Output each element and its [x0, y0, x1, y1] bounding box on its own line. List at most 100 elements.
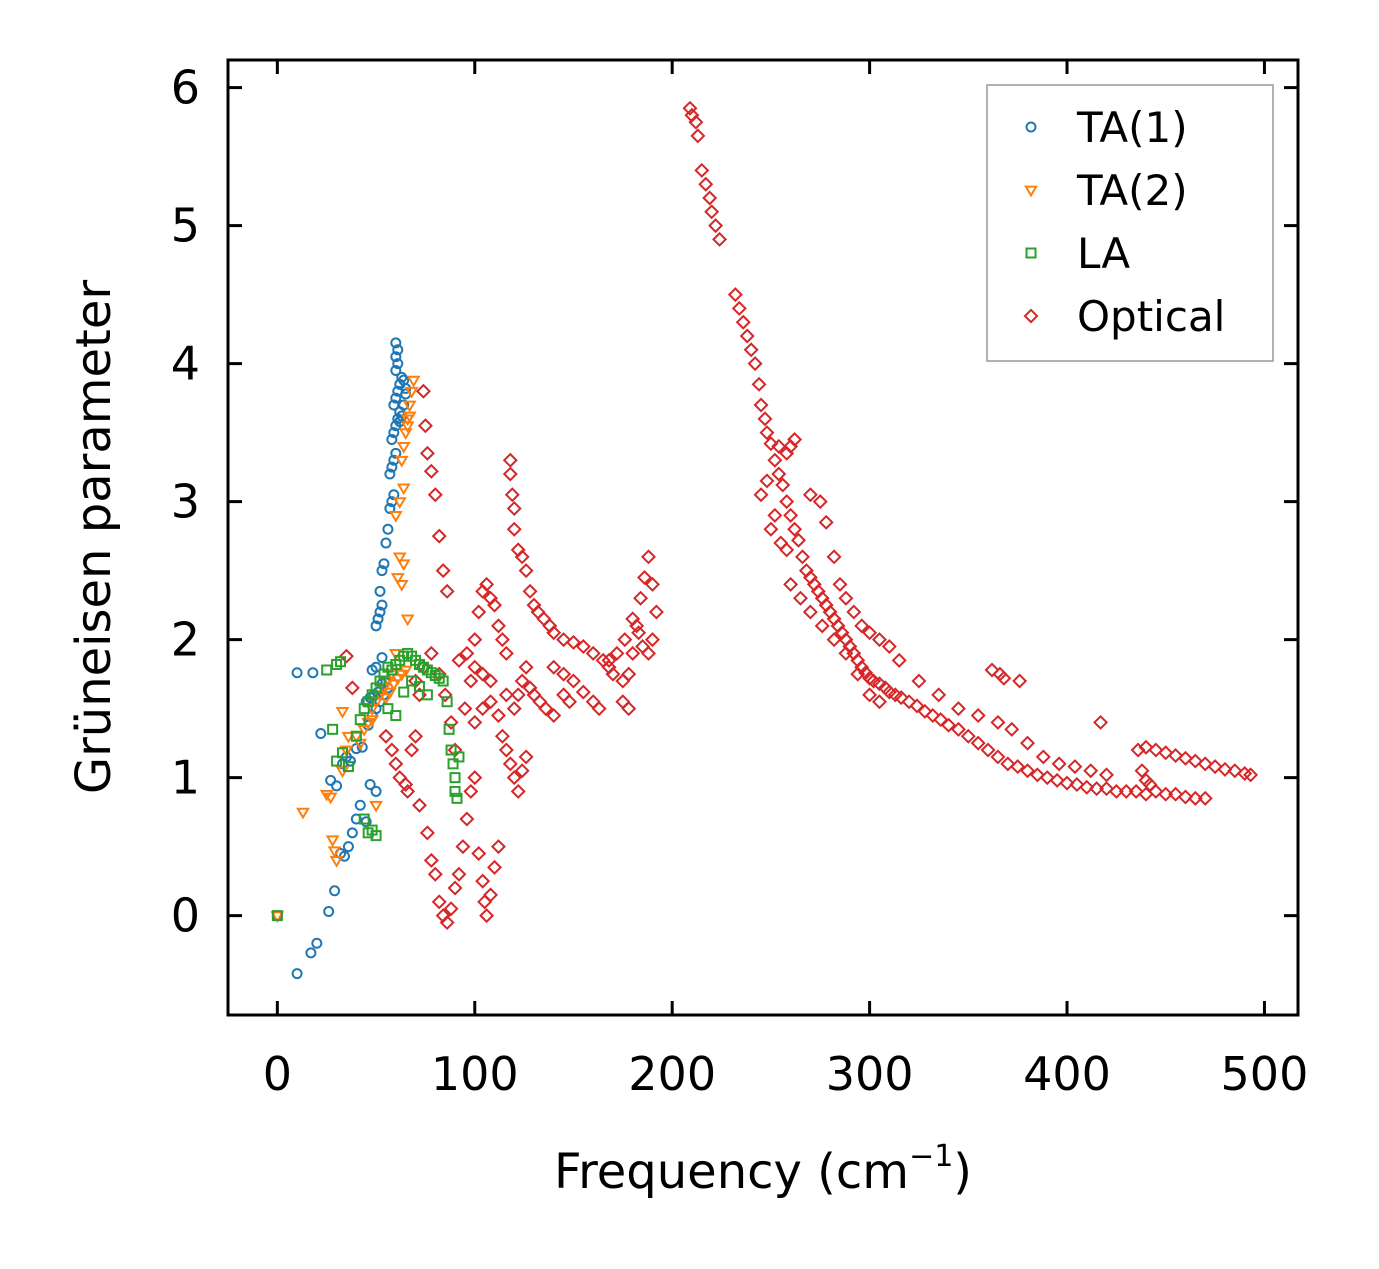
- data-point: [494, 728, 510, 744]
- data-point: [787, 521, 803, 537]
- data-point: [386, 461, 398, 473]
- data-point: [743, 342, 759, 358]
- data-point: [1089, 781, 1105, 797]
- data-point: [514, 549, 530, 565]
- data-point: [490, 708, 506, 724]
- data-point: [457, 701, 473, 717]
- data-point: [615, 673, 631, 689]
- data-point: [767, 452, 783, 468]
- data-point: [1177, 789, 1193, 805]
- data-point: [753, 487, 769, 503]
- data-point: [323, 792, 338, 805]
- data-point: [609, 645, 625, 661]
- data-point: [826, 632, 842, 648]
- data-point: [625, 611, 641, 627]
- data-point: [1035, 749, 1051, 765]
- data-point: [682, 100, 698, 116]
- data-point: [960, 728, 976, 744]
- data-point: [735, 314, 751, 330]
- data-point: [356, 741, 368, 753]
- data-point: [378, 728, 394, 744]
- data-point: [487, 859, 503, 875]
- data-point: [471, 604, 487, 620]
- data-point: [455, 839, 471, 855]
- data-point: [392, 344, 404, 356]
- legend: TA(1) TA(2) LA Optical: [986, 84, 1274, 362]
- data-point: [802, 487, 818, 503]
- data-point: [372, 613, 384, 625]
- data-point: [637, 570, 653, 586]
- data-point: [447, 880, 463, 896]
- data-point: [305, 947, 317, 959]
- data-point: [727, 287, 743, 303]
- legend-label: LA: [1077, 229, 1130, 278]
- data-point: [396, 442, 411, 454]
- data-point: [331, 755, 343, 767]
- data-point: [350, 813, 362, 825]
- data-point: [329, 856, 344, 868]
- data-point: [390, 573, 405, 585]
- data-point: [690, 128, 706, 144]
- data-point: [400, 783, 416, 799]
- data-point: [439, 915, 455, 931]
- data-point: [850, 666, 866, 682]
- data-point: [838, 590, 854, 606]
- x-axis-label: Frequency (cm−1): [554, 1139, 972, 1200]
- data-point: [556, 632, 572, 648]
- legend-item: TA(2): [1024, 166, 1188, 215]
- data-point: [271, 910, 283, 922]
- data-point: [1138, 739, 1154, 755]
- data-point: [382, 523, 394, 535]
- data-point: [323, 905, 335, 917]
- data-point: [862, 625, 878, 641]
- data-point: [1158, 786, 1174, 802]
- data-point: [325, 774, 337, 786]
- data-point: [398, 777, 414, 793]
- data-markers: [270, 100, 1259, 980]
- data-point: [335, 656, 347, 668]
- data-point: [443, 901, 459, 917]
- data-point: [617, 632, 633, 648]
- data-point: [296, 807, 310, 820]
- data-point: [1083, 763, 1099, 779]
- data-point: [1197, 756, 1213, 772]
- data-point: [384, 468, 396, 480]
- data-point: [370, 785, 382, 797]
- data-point: [532, 694, 548, 710]
- data-point: [321, 664, 333, 676]
- data-point: [384, 742, 400, 758]
- data-point: [400, 421, 415, 434]
- data-point: [1148, 742, 1164, 758]
- data-point: [518, 659, 534, 675]
- data-point: [787, 432, 803, 448]
- data-point: [990, 714, 1006, 730]
- data-point: [522, 583, 538, 599]
- data-point: [421, 689, 433, 701]
- data-point: [379, 693, 393, 705]
- data-point: [396, 559, 411, 572]
- data-point: [392, 770, 408, 786]
- data-point: [996, 670, 1012, 686]
- data-point: [358, 813, 370, 825]
- data-point: [344, 755, 356, 767]
- data-point: [413, 681, 425, 693]
- data-point: [794, 549, 810, 565]
- data-point: [502, 452, 518, 468]
- legend-marker: [1024, 185, 1038, 198]
- data-point: [475, 701, 491, 717]
- data-point: [1207, 759, 1223, 775]
- legend-item: Optical: [1023, 292, 1225, 341]
- data-point: [1039, 770, 1055, 786]
- data-point: [753, 397, 769, 413]
- data-point: [1168, 786, 1184, 802]
- data-point: [950, 721, 966, 737]
- data-point: [384, 503, 396, 515]
- legend-label: TA(2): [1076, 166, 1188, 215]
- data-point: [394, 455, 409, 468]
- data-point: [370, 830, 382, 842]
- data-point: [747, 356, 763, 372]
- data-point: [346, 827, 358, 839]
- data-point: [763, 521, 779, 537]
- data-point: [621, 701, 637, 717]
- data-point: [390, 365, 402, 377]
